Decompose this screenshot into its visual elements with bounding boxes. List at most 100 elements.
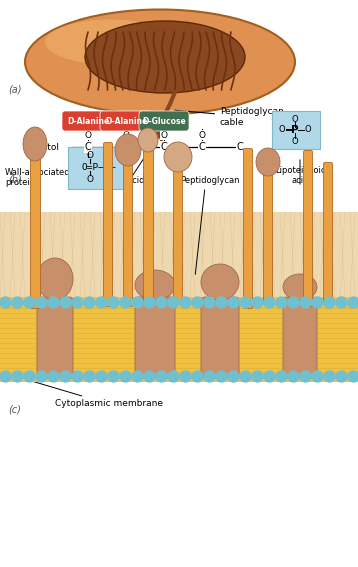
FancyBboxPatch shape [135, 297, 175, 378]
Text: C: C [123, 142, 129, 152]
Circle shape [156, 371, 167, 382]
Circle shape [240, 371, 251, 382]
Text: D-Alanine: D-Alanine [105, 116, 147, 125]
Circle shape [288, 371, 299, 382]
Circle shape [24, 371, 35, 382]
Circle shape [60, 297, 71, 308]
Circle shape [276, 371, 287, 382]
FancyBboxPatch shape [37, 297, 73, 378]
FancyBboxPatch shape [304, 150, 313, 307]
Circle shape [216, 371, 227, 382]
Circle shape [336, 371, 347, 382]
FancyBboxPatch shape [139, 111, 189, 131]
Text: Teichoic acid: Teichoic acid [91, 176, 145, 185]
Circle shape [216, 297, 227, 308]
Circle shape [108, 371, 119, 382]
Text: Cytoplasmic membrane: Cytoplasmic membrane [21, 378, 163, 408]
Ellipse shape [164, 142, 192, 172]
Text: O: O [292, 137, 298, 146]
Text: C: C [237, 142, 243, 152]
Text: O=P—O—: O=P—O— [82, 163, 116, 171]
Circle shape [204, 297, 215, 308]
Text: O: O [84, 130, 92, 139]
Circle shape [108, 297, 119, 308]
Text: O: O [279, 125, 285, 134]
Ellipse shape [135, 270, 175, 300]
Circle shape [168, 371, 179, 382]
Ellipse shape [138, 128, 158, 152]
Ellipse shape [45, 19, 175, 65]
Ellipse shape [283, 274, 317, 300]
Text: O: O [87, 150, 93, 159]
Text: (a): (a) [8, 84, 21, 94]
Circle shape [300, 297, 311, 308]
Circle shape [168, 297, 179, 308]
Circle shape [72, 297, 83, 308]
Circle shape [348, 297, 358, 308]
Circle shape [132, 371, 143, 382]
Circle shape [252, 297, 263, 308]
Circle shape [96, 371, 107, 382]
Circle shape [312, 297, 323, 308]
Circle shape [84, 297, 95, 308]
Circle shape [0, 371, 11, 382]
Circle shape [180, 371, 191, 382]
FancyBboxPatch shape [243, 149, 252, 308]
FancyBboxPatch shape [174, 155, 183, 303]
Text: O: O [122, 130, 130, 139]
Circle shape [228, 297, 239, 308]
Circle shape [192, 297, 203, 308]
Circle shape [144, 297, 155, 308]
Text: O: O [292, 115, 298, 124]
FancyBboxPatch shape [283, 297, 317, 378]
Text: Lipoteichoic
acid: Lipoteichoic acid [275, 166, 325, 185]
Text: Peptidoglycan
cable: Peptidoglycan cable [175, 107, 284, 126]
Circle shape [84, 371, 95, 382]
Circle shape [24, 297, 35, 308]
FancyBboxPatch shape [30, 159, 40, 308]
Circle shape [12, 371, 23, 382]
FancyBboxPatch shape [263, 160, 272, 303]
Circle shape [264, 371, 275, 382]
Text: Ribitol: Ribitol [30, 142, 59, 151]
Ellipse shape [25, 10, 295, 115]
Text: C: C [84, 142, 91, 152]
FancyBboxPatch shape [62, 111, 114, 131]
Circle shape [48, 371, 59, 382]
Ellipse shape [37, 258, 73, 300]
Text: O: O [87, 175, 93, 184]
Circle shape [300, 371, 311, 382]
Ellipse shape [85, 21, 245, 93]
Text: (c): (c) [8, 404, 21, 414]
Text: O: O [305, 125, 311, 134]
FancyBboxPatch shape [103, 142, 112, 307]
Circle shape [60, 371, 71, 382]
Circle shape [312, 371, 323, 382]
Text: Peptidoglycan: Peptidoglycan [180, 176, 240, 185]
Circle shape [252, 371, 263, 382]
Ellipse shape [256, 148, 280, 176]
Text: P: P [291, 125, 299, 135]
Text: D-Alanine: D-Alanine [67, 116, 109, 125]
Text: D-Glucose: D-Glucose [142, 116, 186, 125]
Ellipse shape [23, 127, 47, 161]
FancyBboxPatch shape [201, 297, 239, 378]
Text: O: O [160, 130, 168, 139]
Circle shape [336, 297, 347, 308]
Circle shape [120, 297, 131, 308]
Circle shape [264, 297, 275, 308]
Circle shape [348, 371, 358, 382]
Ellipse shape [201, 264, 239, 300]
Circle shape [204, 371, 215, 382]
Text: Wall-associated
protein: Wall-associated protein [5, 155, 71, 187]
Text: O: O [198, 130, 205, 139]
Bar [0, 212, 358, 297]
Circle shape [240, 297, 251, 308]
Circle shape [12, 297, 23, 308]
Circle shape [132, 297, 143, 308]
Circle shape [180, 297, 191, 308]
Circle shape [324, 297, 335, 308]
Circle shape [156, 297, 167, 308]
Circle shape [48, 297, 59, 308]
FancyBboxPatch shape [144, 138, 154, 303]
